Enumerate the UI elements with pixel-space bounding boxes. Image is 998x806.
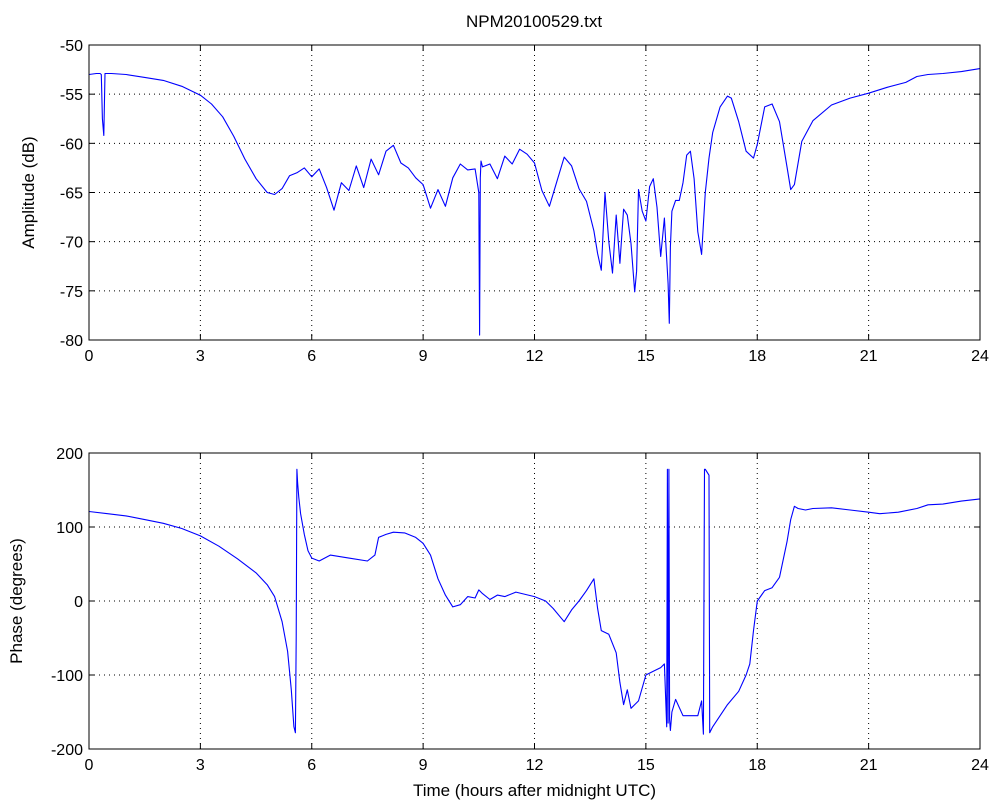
phase-chart: 0 3 6 9 12 15 18 21 24 -200 -100 0 100 200 Phase (degr…	[7, 446, 989, 800]
amplitude-y-axis-title: Amplitude (dB)	[19, 136, 38, 248]
phase-x-tick-label: 0	[85, 757, 94, 774]
phase-y-tick-label: 0	[74, 594, 83, 611]
amplitude-x-tick-label: 12	[526, 348, 544, 365]
phase-y-tick-label: -100	[51, 668, 83, 685]
phase-x-tick-label: 6	[307, 757, 316, 774]
phase-x-tick-label: 15	[637, 757, 655, 774]
phase-x-tick-label: 24	[971, 757, 989, 774]
amplitude-y-tick-label: -60	[60, 136, 83, 153]
phase-x-tick-label: 18	[748, 757, 766, 774]
amplitude-x-tick-label: 3	[196, 348, 205, 365]
phase-x-axis-title: Time (hours after midnight UTC)	[413, 781, 656, 800]
amplitude-y-tick-label: -65	[60, 186, 83, 203]
amplitude-x-tick-label: 9	[419, 348, 428, 365]
amplitude-y-tick-label: -70	[60, 235, 83, 252]
amplitude-series-line	[88, 68, 981, 336]
amplitude-y-tick-label: -75	[60, 284, 83, 301]
phase-y-tick-label: -200	[51, 742, 83, 759]
amplitude-chart: 0 3 6 9 12 15 18 21 24 -80 -75 -70 -65 -60 -55 -50 Ampli…	[19, 38, 989, 365]
phase-y-tick-label: 200	[56, 446, 83, 463]
amplitude-x-tick-label: 18	[748, 348, 766, 365]
phase-x-tick-label: 21	[860, 757, 878, 774]
phase-x-tick-label: 12	[526, 757, 544, 774]
figure-title: NPM20100529.txt	[466, 12, 602, 31]
amplitude-x-tick-label: 0	[85, 348, 94, 365]
phase-x-tick-label: 3	[196, 757, 205, 774]
amplitude-y-tick-label: -55	[60, 87, 83, 104]
phase-series-line	[88, 468, 981, 735]
amplitude-x-tick-label: 24	[971, 348, 989, 365]
amplitude-x-tick-label: 6	[307, 348, 316, 365]
phase-x-tick-label: 9	[419, 757, 428, 774]
amplitude-y-tick-label: -50	[60, 38, 83, 55]
amplitude-x-tick-label: 15	[637, 348, 655, 365]
phase-y-axis-title: Phase (degrees)	[7, 538, 26, 664]
amplitude-y-tick-label: -80	[60, 333, 83, 350]
amplitude-x-tick-label: 21	[860, 348, 878, 365]
phase-y-tick-label: 100	[56, 520, 83, 537]
